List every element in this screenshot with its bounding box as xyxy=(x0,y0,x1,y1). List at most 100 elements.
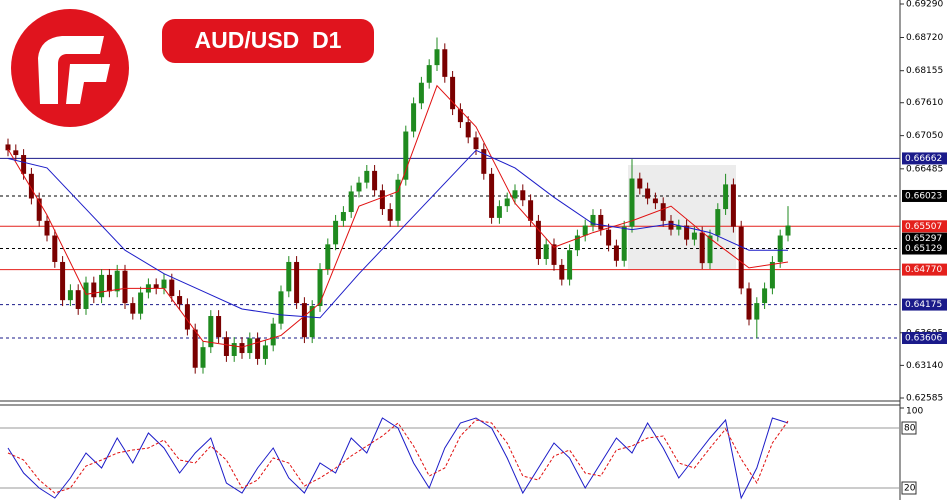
y-tick-label: 0.62585 xyxy=(906,394,943,404)
level-label: 0.65297 xyxy=(905,234,942,244)
level-label-box xyxy=(902,220,947,233)
candle-body xyxy=(5,144,11,151)
candle-body xyxy=(504,198,510,207)
candle-body xyxy=(496,206,502,218)
candles xyxy=(5,37,791,374)
candle-body xyxy=(598,214,604,230)
level-label-box xyxy=(902,332,947,345)
level-label-box xyxy=(902,242,947,255)
candle-body xyxy=(333,220,339,245)
candle-body xyxy=(645,188,651,199)
candle-body xyxy=(28,173,34,199)
candle-body xyxy=(457,109,463,123)
candle-body xyxy=(364,170,370,183)
candle-body xyxy=(138,292,144,314)
candle-body xyxy=(699,232,705,264)
candle-body xyxy=(613,245,619,261)
candle-body xyxy=(715,209,721,236)
candle-body xyxy=(278,291,284,324)
candle-body xyxy=(177,296,183,305)
title-box xyxy=(162,19,374,63)
candle-body xyxy=(231,343,237,356)
candle-body xyxy=(270,323,276,346)
candle-body xyxy=(91,282,97,298)
candle-body xyxy=(481,149,487,174)
moving-average xyxy=(7,149,788,319)
candle-body xyxy=(450,76,456,110)
candle-body xyxy=(707,235,713,264)
candle-body xyxy=(52,235,58,262)
candle-body xyxy=(574,235,580,251)
level-label: 0.65507 xyxy=(905,222,942,232)
candle-body xyxy=(489,173,495,218)
candle-body xyxy=(301,303,307,338)
candle-body xyxy=(691,232,697,240)
level-label-box xyxy=(902,152,947,165)
candle-body xyxy=(520,190,526,201)
level-label: 0.66662 xyxy=(905,154,942,164)
candle-body xyxy=(535,220,541,260)
candle-body xyxy=(60,261,66,301)
candle-body xyxy=(286,261,292,292)
level-label: 0.64175 xyxy=(905,300,942,310)
candle-body xyxy=(637,178,643,189)
candle-body xyxy=(44,220,50,236)
candle-body xyxy=(247,338,253,354)
candle-body xyxy=(106,274,112,292)
candle-body xyxy=(418,82,424,104)
candle-body xyxy=(83,282,89,309)
y-tick-label: 0.63140 xyxy=(906,361,943,371)
logo-mark xyxy=(38,36,110,104)
candle-body xyxy=(223,337,229,356)
candle-body xyxy=(567,250,573,280)
candle-body xyxy=(13,150,19,156)
candle-body xyxy=(676,225,682,230)
candle-body xyxy=(192,329,198,368)
level-label-box xyxy=(902,263,947,276)
candle-body xyxy=(239,343,245,354)
candle-body xyxy=(621,226,627,261)
candle-body xyxy=(559,264,565,280)
stochastic-level-box xyxy=(901,421,917,435)
logo xyxy=(11,9,129,127)
candle-body xyxy=(754,303,760,320)
candle-body xyxy=(153,284,159,289)
candle-body xyxy=(395,179,401,221)
candle-body xyxy=(184,304,190,330)
candle-body xyxy=(348,191,354,213)
level-label: 0.64770 xyxy=(905,265,942,275)
candle-body xyxy=(262,345,268,359)
candle-body xyxy=(114,270,120,292)
stochastic-level-box xyxy=(901,481,917,495)
level-label-box xyxy=(902,189,947,202)
candle-body xyxy=(379,190,385,210)
candle-body xyxy=(465,122,471,138)
candle-body xyxy=(528,200,534,221)
candle-body xyxy=(551,244,557,265)
candle-body xyxy=(387,209,393,221)
candle-body xyxy=(512,190,518,199)
candle-body xyxy=(785,225,791,236)
moving-average xyxy=(7,84,789,348)
candle-body xyxy=(442,49,448,77)
candle-body xyxy=(606,229,612,246)
candle-body xyxy=(403,131,409,180)
candle-body xyxy=(36,198,42,221)
candle-body xyxy=(130,303,136,314)
candle-body xyxy=(255,338,261,359)
candle-body xyxy=(21,155,27,174)
y-tick-label: 0.67050 xyxy=(906,131,943,141)
candle-body xyxy=(762,288,768,304)
candle-body xyxy=(200,347,206,368)
stochastic-level-label: 20 xyxy=(904,484,916,494)
candle-body xyxy=(99,274,105,298)
candle-body xyxy=(208,316,214,348)
candle-body xyxy=(582,225,588,236)
stochastic-line xyxy=(7,417,789,500)
candle-body xyxy=(294,261,300,304)
y-tick-label: 0.68720 xyxy=(906,33,943,43)
candle-body xyxy=(769,261,775,289)
y-tick-label: 0.66485 xyxy=(906,164,943,174)
